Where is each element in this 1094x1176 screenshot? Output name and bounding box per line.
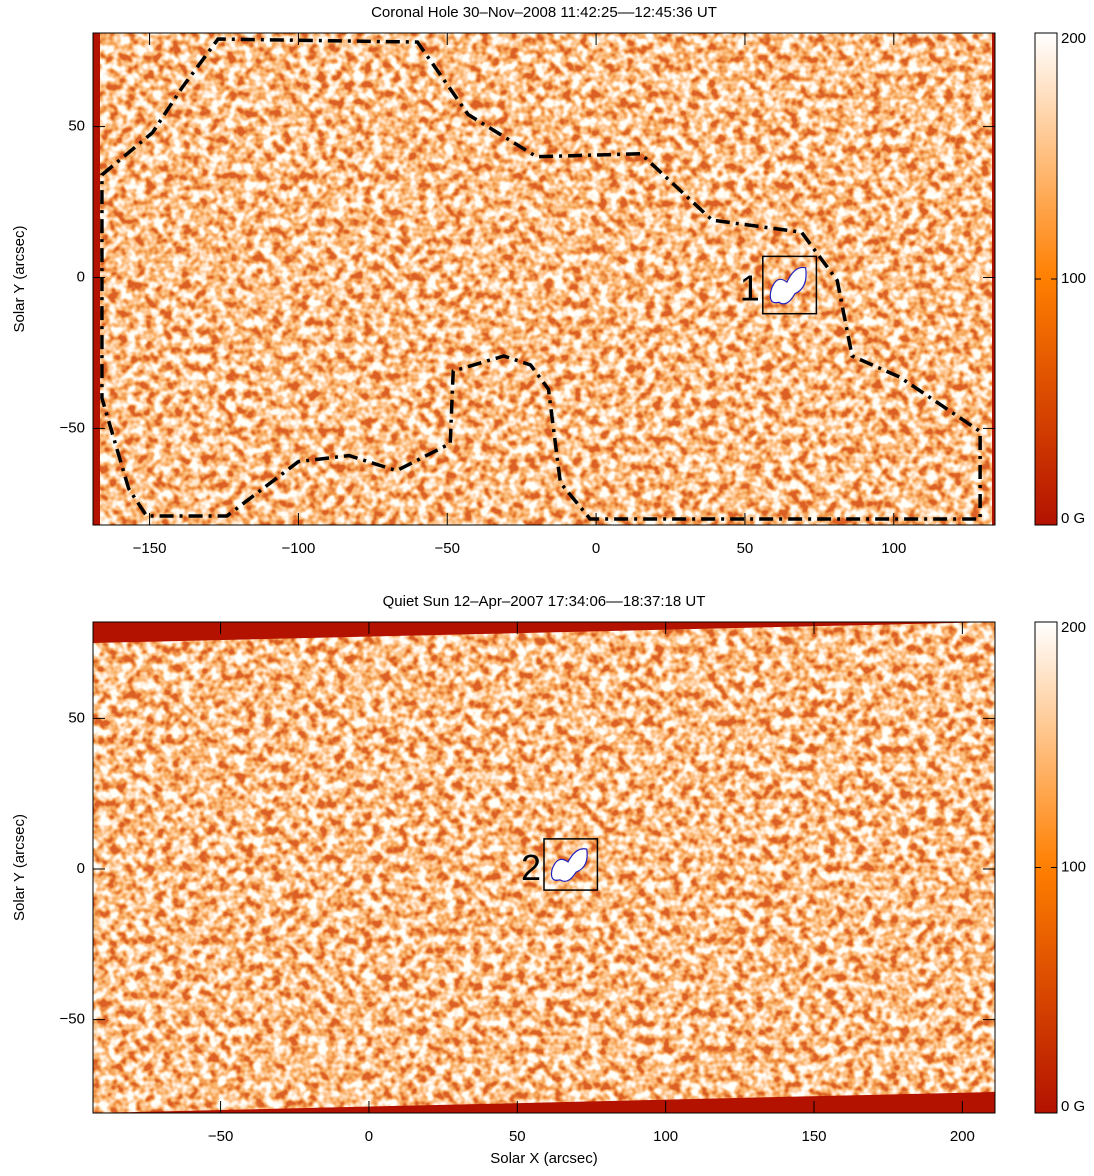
- x-tick-label: −50: [208, 1128, 233, 1145]
- box-label: 2: [521, 847, 541, 888]
- edge: [992, 33, 995, 525]
- colorbar-tick-label: 100: [1061, 858, 1086, 875]
- y-tick-label: 0: [77, 860, 85, 877]
- region-outline: [100, 37, 982, 521]
- colorbar-tick-label: 200: [1061, 619, 1086, 636]
- x-tick-label: 200: [950, 1128, 975, 1145]
- colorbar-tick-label: 0 G: [1061, 1098, 1085, 1115]
- y-tick-label: −50: [60, 419, 85, 436]
- y-axis-label: Solar Y (arcsec): [11, 226, 28, 333]
- feature-contour: [769, 266, 807, 305]
- plot-area: [93, 622, 995, 1113]
- plot-area: [93, 33, 995, 525]
- feature-contour: [550, 848, 588, 882]
- x-tick-label: −150: [133, 540, 167, 557]
- edge: [93, 33, 100, 525]
- x-tick-label: 100: [653, 1128, 678, 1145]
- chart-title: Quiet Sun 12–Apr–2007 17:34:06––18:37:18…: [383, 593, 706, 610]
- x-tick-label: −100: [282, 540, 316, 557]
- y-tick-label: 50: [68, 709, 85, 726]
- y-axis-label: Solar Y (arcsec): [11, 814, 28, 921]
- magnetogram: [93, 33, 995, 525]
- chart-title: Coronal Hole 30–Nov–2008 11:42:25––12:45…: [371, 4, 717, 21]
- plot-frame: [92, 621, 996, 1114]
- x-tick-label: 0: [592, 540, 600, 557]
- y-tick-label: −50: [60, 1011, 85, 1028]
- edge: [93, 1092, 995, 1113]
- y-tick-label: 50: [68, 118, 85, 135]
- x-tick-label: −50: [435, 540, 460, 557]
- x-tick-label: 0: [365, 1128, 373, 1145]
- box-label: 1: [740, 268, 760, 309]
- region-box: [543, 838, 599, 891]
- region-box: [762, 255, 818, 315]
- edge: [93, 622, 995, 643]
- x-tick-label: 150: [801, 1128, 826, 1145]
- colorbar-tick-label: 0 G: [1061, 510, 1085, 527]
- x-axis-label: Solar X (arcsec): [490, 1150, 598, 1167]
- colorbar-tick-label: 200: [1061, 30, 1086, 47]
- x-tick-label: 50: [509, 1128, 526, 1145]
- colorbar-tick-label: 100: [1061, 270, 1086, 287]
- x-tick-label: 50: [737, 540, 754, 557]
- x-tick-label: 100: [881, 540, 906, 557]
- y-tick-label: 0: [77, 268, 85, 285]
- plot-frame: [92, 32, 996, 526]
